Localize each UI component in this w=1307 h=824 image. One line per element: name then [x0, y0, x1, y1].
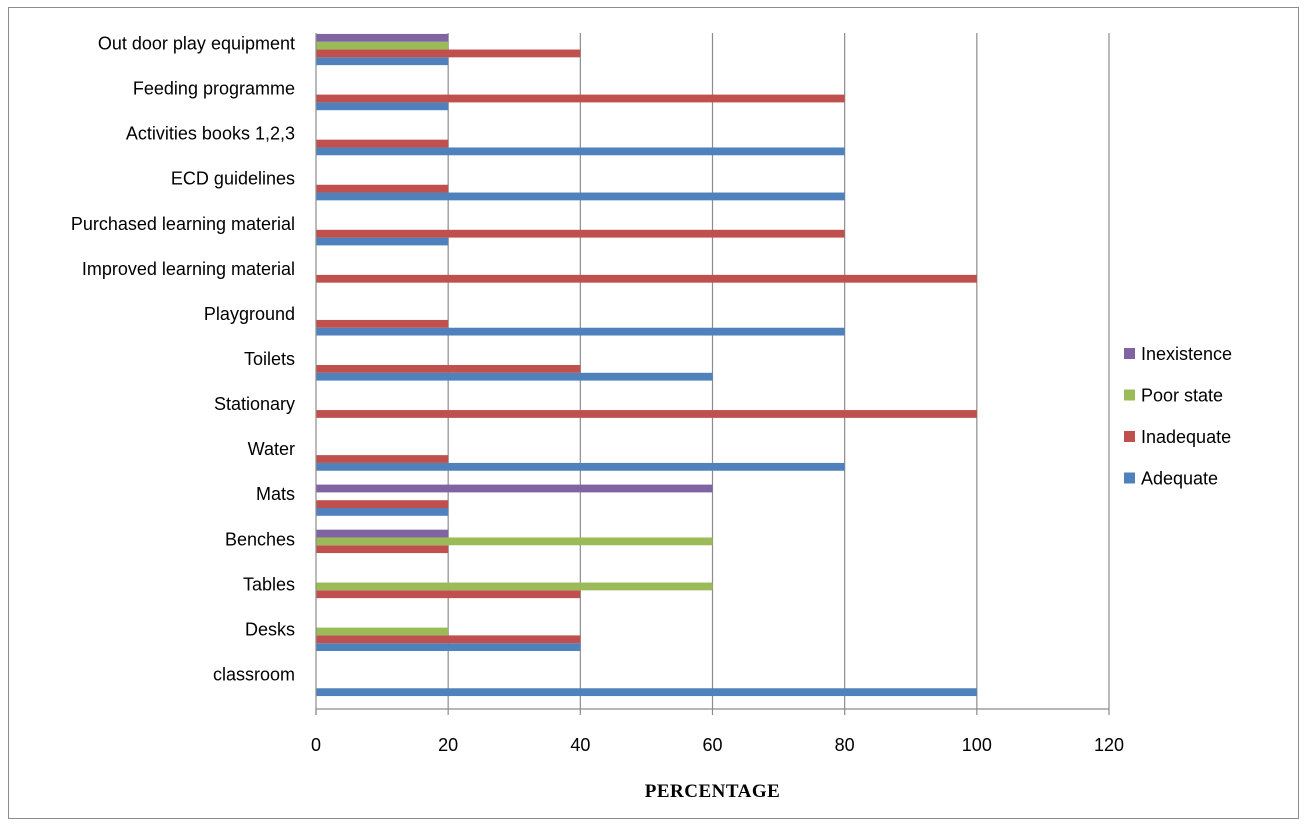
bar-inadequate [316, 455, 449, 463]
bar-inexistence [316, 529, 449, 538]
category-label: Feeding programme [133, 79, 295, 99]
bar-inadequate [316, 319, 449, 328]
bar-inadequate [316, 410, 977, 418]
category-label: Activities books 1,2,3 [126, 124, 295, 144]
legend-label: Inadequate [1141, 427, 1231, 447]
x-tick-label: 80 [835, 735, 855, 755]
bar-inadequate [316, 545, 449, 554]
bar-adequate [316, 327, 845, 336]
bar-inexistence [316, 33, 449, 42]
category-label: Playground [204, 304, 295, 324]
bar-adequate [316, 57, 449, 66]
category-label: Stationary [214, 394, 295, 414]
bar-adequate [316, 508, 449, 516]
x-tick-label: 60 [702, 735, 722, 755]
bar-poor-state [316, 41, 449, 50]
bar-inadequate [316, 500, 449, 508]
category-label: Mats [256, 484, 295, 504]
category-label: Water [248, 439, 295, 459]
legend-swatch [1124, 389, 1135, 401]
category-label: Out door play equipment [98, 34, 295, 54]
legend-swatch [1124, 431, 1135, 442]
bar-adequate [316, 102, 449, 111]
category-label: Purchased learning material [71, 214, 295, 234]
bar-inexistence [316, 484, 713, 493]
x-tick-label: 120 [1094, 735, 1124, 755]
x-axis-title: PERCENTAGE [645, 781, 781, 802]
bar-inadequate [316, 139, 449, 148]
legend-label: Inexistence [1141, 344, 1232, 364]
bar-inadequate [316, 635, 581, 644]
axes [315, 33, 1109, 715]
x-tick-label: 100 [962, 735, 992, 755]
bars [316, 33, 977, 697]
bar-adequate [316, 192, 845, 201]
legend-label: Poor state [1141, 386, 1223, 406]
category-label: Desks [245, 619, 295, 639]
bar-poor-state [316, 537, 713, 546]
bar-adequate [316, 462, 845, 471]
category-label: classroom [213, 664, 295, 684]
bar-inadequate [316, 590, 581, 599]
bar-adequate [316, 372, 713, 381]
bar-inadequate [316, 94, 845, 103]
category-label: Improved learning material [82, 259, 295, 279]
category-label: ECD guidelines [171, 169, 295, 189]
bar-poor-state [316, 627, 449, 636]
legend-label: Adequate [1141, 469, 1218, 489]
category-label: Toilets [244, 349, 295, 369]
bar-inadequate [316, 229, 845, 238]
bar-poor-state [316, 582, 713, 591]
category-label: Benches [225, 529, 295, 549]
bar-adequate [316, 237, 449, 246]
bar-inadequate [316, 274, 977, 283]
bar-adequate [316, 688, 977, 697]
x-tick-label: 40 [570, 735, 590, 755]
bar-inadequate [316, 365, 581, 373]
x-tick-label: 20 [438, 735, 458, 755]
x-tick-label: 0 [311, 735, 321, 755]
category-labels: classroom Desks Tables Benches Mats Water Stat… [71, 34, 295, 685]
category-label: Tables [243, 574, 295, 594]
bar-inadequate [316, 184, 449, 193]
legend: Inexistence Poor state Inadequate Adequate [1124, 344, 1232, 489]
bar-inadequate [316, 49, 581, 58]
bar-adequate [316, 147, 845, 156]
legend-swatch [1124, 472, 1135, 484]
tick-labels: 0 20 40 60 80 100 120 [311, 735, 1124, 755]
legend-swatch [1124, 348, 1135, 359]
bar-adequate [316, 643, 581, 651]
